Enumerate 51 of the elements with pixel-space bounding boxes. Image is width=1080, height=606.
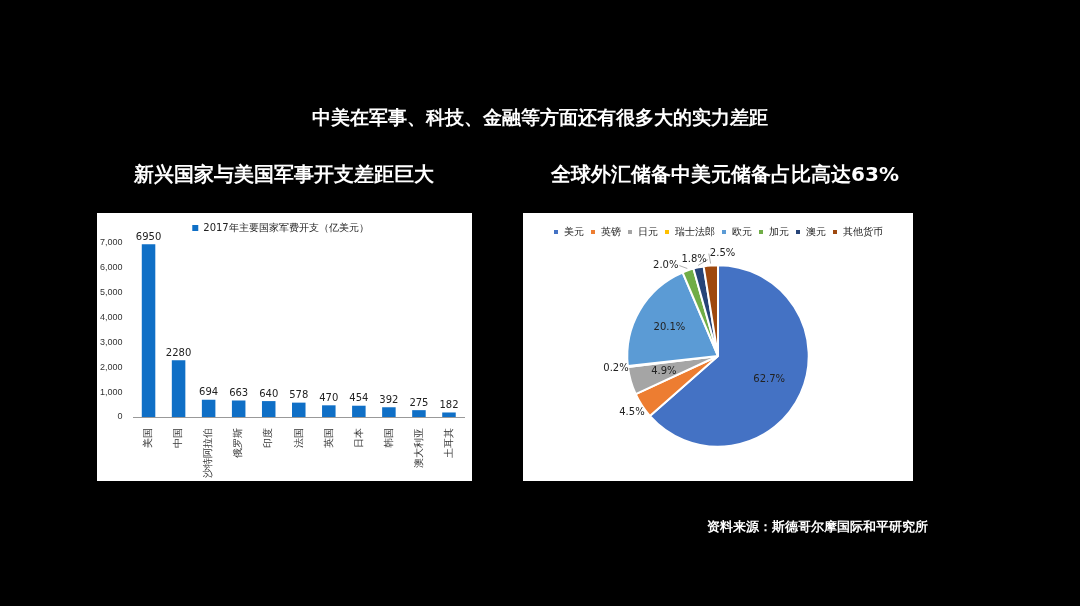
x-tick-label: 韩国 [382, 428, 394, 448]
x-tick-label: 日本 [352, 428, 364, 448]
text: 资料来源：斯德哥尔摩国际和平研究所 [707, 518, 928, 536]
legend-label: 加元 [769, 225, 789, 237]
x-tick-label: 中国 [172, 428, 184, 448]
data-label: 470 [319, 391, 339, 403]
chart-title: 新兴国家与美国军事开支差距巨大 [134, 161, 434, 188]
data-label: 62.7% [753, 372, 786, 384]
x-tick-label: 俄罗斯 [232, 428, 244, 458]
legend-label: 澳元 [806, 225, 826, 237]
data-label: 182 [439, 399, 459, 411]
y-tick-label: 3,000 [99, 336, 123, 347]
x-tick-label: 印度 [262, 428, 274, 448]
data-label: 1.8% [681, 253, 707, 265]
data-label: 2.5% [709, 247, 736, 259]
y-tick-label: 2,000 [99, 361, 123, 372]
data-label: 2.0% [653, 259, 679, 271]
legend-label: 其他货币 [843, 225, 883, 237]
data-label: 0.2% [603, 361, 629, 373]
data-label: 2280 [165, 346, 192, 358]
data-label: 275 [409, 396, 429, 408]
legend-label: 美元 [564, 225, 584, 237]
data-label: 640 [259, 387, 279, 399]
x-tick-label: 美国 [142, 428, 154, 448]
x-tick-label: 法国 [292, 428, 304, 448]
y-tick-label: 5,000 [99, 287, 123, 298]
x-tick-label: 沙特阿拉伯 [202, 428, 214, 478]
data-label: 578 [289, 389, 309, 401]
x-tick-label: 土耳其 [442, 428, 454, 458]
y-tick-label: 0 [117, 411, 123, 422]
chart-title: 全球外汇储备中美元储备占比高达63% [551, 161, 899, 188]
data-label: 4.9% [651, 365, 677, 377]
x-tick-label: 澳大利亚 [412, 428, 424, 468]
x-tick-label: 英国 [322, 428, 334, 448]
legend-label: 日元 [638, 225, 658, 237]
data-label: 694 [199, 386, 219, 398]
data-label: 454 [349, 392, 369, 404]
legend-label: 瑞士法郎 [675, 225, 715, 237]
data-label: 663 [229, 387, 249, 399]
data-label: 392 [379, 393, 399, 405]
y-tick-label: 4,000 [99, 312, 123, 323]
data-label: 4.5% [619, 405, 645, 417]
legend-label: 欧元 [732, 225, 752, 237]
data-label: 20.1% [653, 321, 686, 333]
y-tick-label: 7,000 [99, 237, 123, 248]
legend-label: 英镑 [601, 225, 621, 237]
text: 中美在军事、科技、金融等方面还有很多大的实力差距 [312, 105, 768, 130]
y-tick-label: 1,000 [99, 386, 123, 397]
data-label: 6950 [135, 230, 162, 242]
legend-label: 2017年主要国家军费开支（亿美元） [203, 221, 369, 233]
y-tick-label: 6,000 [99, 262, 123, 273]
